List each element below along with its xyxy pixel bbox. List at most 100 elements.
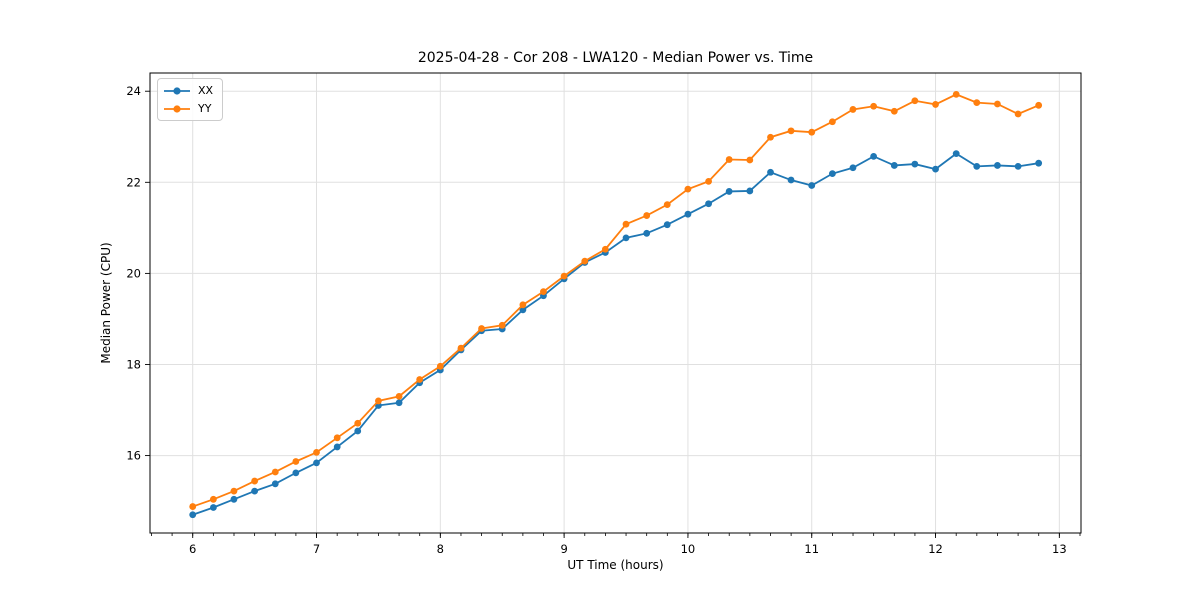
- legend-sample-yy-icon: [164, 104, 190, 113]
- data-point-yy: [622, 220, 630, 228]
- data-point-yy: [1035, 101, 1043, 109]
- data-point-yy: [395, 392, 403, 400]
- x-tick-label: 11: [804, 542, 819, 556]
- data-point-yy: [746, 156, 754, 164]
- data-point-yy: [209, 495, 217, 503]
- y-tick-label: 18: [126, 357, 141, 371]
- y-axis-label: Median Power (CPU): [99, 242, 113, 364]
- x-tick-label: 8: [437, 542, 444, 556]
- data-point-xx: [787, 176, 795, 184]
- data-point-xx: [1014, 162, 1022, 170]
- data-point-yy: [705, 177, 712, 185]
- data-point-yy: [932, 101, 939, 108]
- data-point-yy: [230, 487, 238, 495]
- data-point-xx: [994, 162, 1001, 169]
- data-point-yy: [519, 301, 527, 309]
- y-tick-label: 20: [126, 266, 141, 280]
- plot-frame: [149, 72, 1082, 534]
- data-point-yy: [643, 212, 651, 219]
- data-point-xx: [767, 168, 774, 176]
- data-point-yy: [994, 100, 1001, 108]
- x-tick-label: 12: [928, 542, 943, 556]
- data-point-yy: [952, 91, 960, 98]
- data-point-xx: [663, 221, 671, 229]
- legend-sample-xx-icon: [164, 86, 190, 95]
- legend-label-yy: YY: [198, 102, 212, 115]
- series-line-xx: [192, 152, 1039, 516]
- data-point-xx: [251, 487, 259, 495]
- x-tick-label: 10: [681, 542, 696, 556]
- data-point-xx: [705, 200, 712, 208]
- data-point-xx: [684, 210, 692, 218]
- data-point-yy: [601, 245, 609, 253]
- y-tick-label: 24: [126, 84, 141, 98]
- data-point-xx: [313, 459, 320, 467]
- data-point-xx: [189, 511, 197, 519]
- data-point-xx: [890, 162, 898, 169]
- data-point-yy: [560, 272, 568, 280]
- legend-item-xx: XX: [163, 83, 213, 98]
- data-point-xx: [849, 164, 857, 172]
- chart-title: 2025-04-28 - Cor 208 - LWA120 - Median P…: [417, 50, 814, 66]
- data-point-yy: [663, 201, 671, 209]
- data-point-yy: [1014, 110, 1022, 118]
- data-point-xx: [973, 162, 981, 170]
- data-point-xx: [622, 234, 630, 242]
- data-point-yy: [787, 127, 795, 135]
- data-point-xx: [395, 399, 403, 407]
- data-point-yy: [313, 448, 320, 456]
- data-point-yy: [684, 185, 692, 193]
- data-point-xx: [271, 480, 279, 488]
- y-tick-label: 22: [126, 175, 141, 189]
- data-point-yy: [189, 503, 197, 510]
- data-point-yy: [973, 99, 981, 107]
- data-point-yy: [767, 133, 774, 141]
- x-tick-label: 13: [1052, 542, 1067, 556]
- legend: XX YY: [157, 78, 224, 121]
- x-axis-label: UT Time (hours): [567, 558, 664, 572]
- data-point-xx: [354, 427, 362, 435]
- data-point-xx: [870, 152, 878, 160]
- data-point-yy: [292, 458, 300, 465]
- data-point-yy: [436, 362, 444, 370]
- data-point-yy: [478, 325, 485, 332]
- y-tick-label: 16: [126, 449, 141, 463]
- series-line-yy: [192, 93, 1040, 508]
- data-point-yy: [251, 477, 259, 485]
- data-point-yy: [890, 107, 898, 115]
- x-tick-label: 6: [189, 542, 196, 556]
- data-point-xx: [932, 165, 939, 173]
- x-tick-label: 9: [560, 542, 567, 556]
- data-point-yy: [808, 128, 816, 136]
- legend-label-xx: XX: [198, 84, 214, 97]
- data-point-xx: [333, 443, 341, 451]
- data-point-xx: [746, 187, 754, 195]
- data-point-xx: [911, 160, 919, 168]
- data-point-yy: [416, 376, 424, 383]
- data-point-xx: [725, 188, 733, 195]
- data-point-yy: [354, 419, 362, 427]
- data-point-xx: [643, 229, 651, 237]
- data-point-xx: [808, 182, 816, 189]
- data-point-yy: [271, 468, 279, 476]
- data-point-yy: [498, 321, 506, 329]
- data-point-yy: [333, 434, 341, 442]
- data-point-yy: [725, 156, 733, 163]
- data-point-xx: [829, 170, 836, 178]
- x-tick-label: 7: [313, 542, 320, 556]
- data-point-yy: [581, 257, 589, 265]
- data-point-yy: [457, 344, 465, 352]
- legend-item-yy: YY: [163, 101, 213, 116]
- data-point-xx: [952, 150, 960, 158]
- data-point-xx: [209, 504, 217, 511]
- data-point-yy: [375, 397, 382, 405]
- data-point-xx: [1035, 159, 1043, 167]
- data-point-yy: [540, 288, 547, 296]
- data-point-xx: [292, 469, 300, 477]
- data-point-yy: [870, 102, 878, 110]
- data-point-yy: [911, 97, 919, 105]
- data-point-xx: [519, 306, 527, 314]
- data-point-yy: [849, 106, 857, 113]
